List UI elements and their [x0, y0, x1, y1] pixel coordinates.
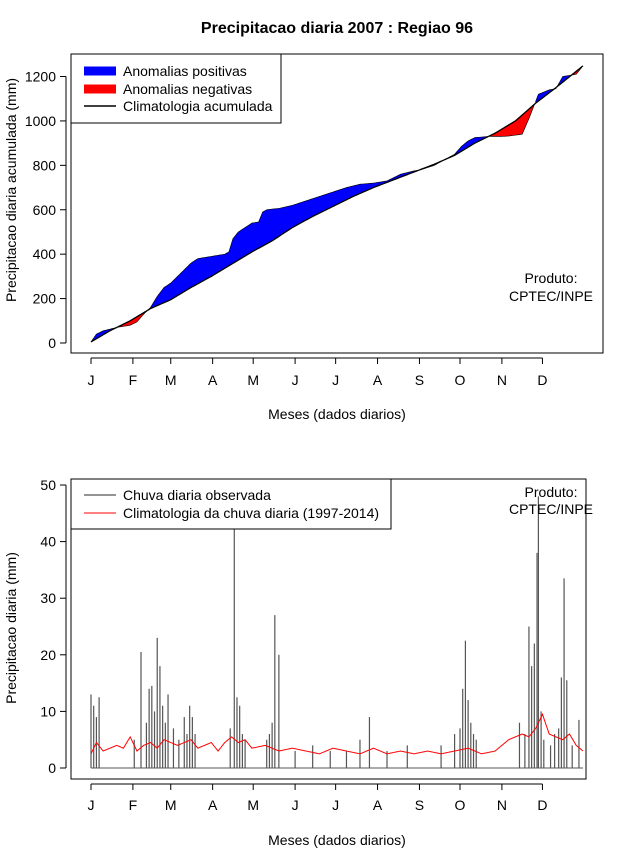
top-legend: Anomalias positivas Anomalias negativas …	[70, 53, 282, 124]
top-y-tick-label: 1000	[25, 113, 56, 129]
top-x-tick-label: M	[247, 372, 259, 388]
top-x-tick-label: S	[415, 372, 424, 388]
legend-label-climatology: Climatologia acumulada	[123, 98, 273, 114]
top-x-tick-label: J	[292, 372, 299, 388]
top-credit-line2: CPTEC/INPE	[509, 288, 593, 304]
bottom-x-tick-label: M	[165, 797, 177, 813]
bottom-y-tick-label: 0	[48, 760, 56, 776]
bottom-x-tick-label: J	[88, 797, 95, 813]
bottom-panel: 0 10 20 30 40 50 J F M A M J J A S O N D Meses (dados di…	[3, 477, 593, 848]
climatology-cumulative-line	[90, 65, 584, 343]
top-y-tick-label: 600	[33, 202, 57, 218]
bottom-y-tick-label: 40	[40, 534, 56, 550]
top-credit-line1: Produto:	[525, 270, 578, 286]
top-panel: 0 200 400 600 800 1000 1200 J F M A M J J A S O N D Meses…	[3, 53, 604, 422]
bottom-y-tick-label: 30	[40, 590, 56, 606]
bottom-credit-line2: CPTEC/INPE	[509, 501, 593, 517]
bottom-x-tick-label: O	[455, 797, 466, 813]
observed-rain-bars	[90, 496, 583, 769]
legend-label-observed: Chuva diaria observada	[123, 487, 271, 503]
bottom-x-tick-label: J	[332, 797, 339, 813]
bottom-x-tick-label: J	[292, 797, 299, 813]
bottom-x-tick-label: S	[415, 797, 424, 813]
top-plot-frame	[70, 53, 604, 354]
top-x-tick-label: J	[332, 372, 339, 388]
top-y-axis-label: Precipitacao diaria acumulada (mm)	[3, 78, 19, 302]
bottom-x-tick-label: M	[247, 797, 259, 813]
top-x-tick-label: N	[497, 372, 507, 388]
bottom-x-tick-label: D	[537, 797, 547, 813]
top-x-tick-label: O	[455, 372, 466, 388]
top-y-tick-label: 200	[33, 291, 57, 307]
bottom-x-tick-label: A	[208, 797, 218, 813]
bottom-x-axis-label: Meses (dados diarios)	[268, 832, 406, 848]
bottom-x-tick-label: N	[497, 797, 507, 813]
legend-label-clim-daily: Climatologia da chuva diaria (1997-2014)	[123, 505, 379, 521]
legend-label-negative: Anomalias negativas	[123, 81, 252, 97]
top-y-tick-label: 1200	[25, 69, 56, 85]
top-x-tick-label: A	[373, 372, 383, 388]
legend-label-positive: Anomalias positivas	[123, 63, 247, 79]
bottom-y-axis-label: Precipitacao diaria (mm)	[3, 552, 19, 704]
top-y-tick-label: 800	[33, 157, 57, 173]
top-x-tick-label: F	[129, 372, 138, 388]
top-y-axis: 0 200 400 600 800 1000 1200	[25, 69, 67, 351]
bottom-y-axis: 0 10 20 30 40 50	[40, 477, 67, 776]
top-x-tick-label: A	[208, 372, 218, 388]
bottom-legend-box	[70, 478, 392, 530]
bottom-legend: Chuva diaria observada Climatologia da c…	[70, 478, 392, 530]
top-x-axis-label: Meses (dados diarios)	[268, 406, 406, 422]
bottom-y-tick-label: 50	[40, 477, 56, 493]
chart-title: Precipitacao diaria 2007 : Regiao 96	[201, 20, 473, 37]
bottom-x-tick-label: F	[129, 797, 138, 813]
bottom-y-tick-label: 20	[40, 647, 56, 663]
daily-climatology-line	[90, 712, 584, 755]
bottom-y-tick-label: 10	[40, 703, 56, 719]
top-x-tick-label: J	[88, 372, 95, 388]
top-y-tick-label: 0	[48, 335, 56, 351]
bottom-credit-line1: Produto:	[525, 484, 578, 500]
top-x-tick-label: M	[165, 372, 177, 388]
top-x-tick-label: D	[537, 372, 547, 388]
bottom-x-tick-label: A	[373, 797, 383, 813]
top-y-tick-label: 400	[33, 246, 57, 262]
